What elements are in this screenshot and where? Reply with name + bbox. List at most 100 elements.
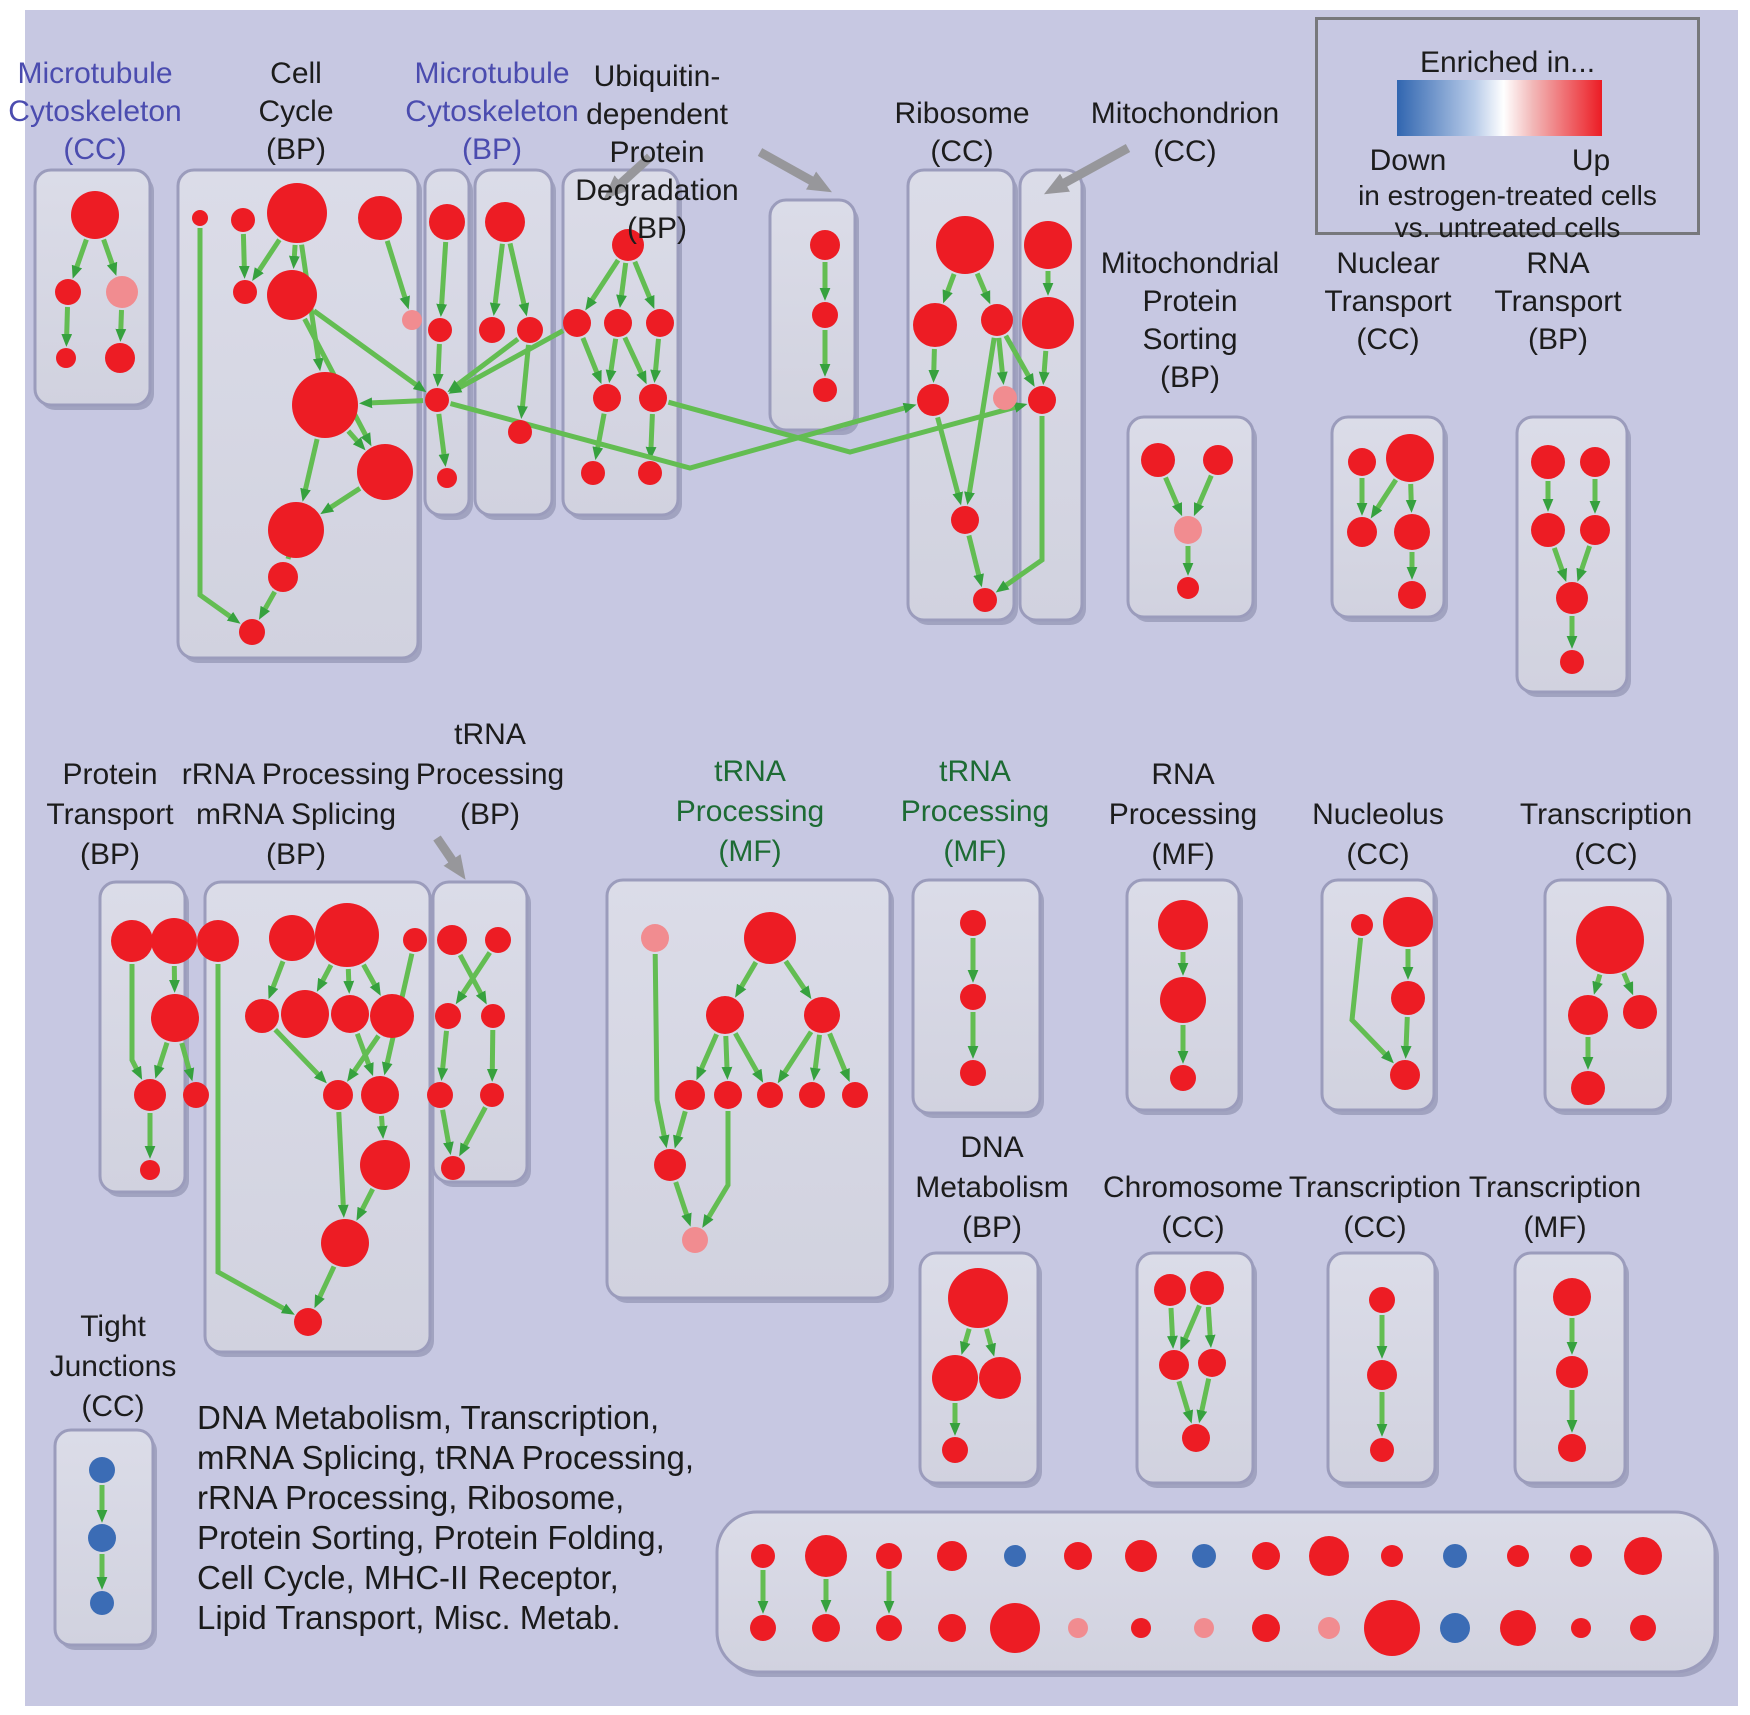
edges	[61, 228, 1634, 1614]
gene-set-node	[1440, 1613, 1470, 1643]
edge-arrow	[1405, 483, 1417, 513]
edge-arrow	[616, 262, 629, 309]
cluster-box-misc	[715, 1510, 1717, 1674]
edge-arrow	[645, 413, 657, 460]
gene-set-node	[1170, 1065, 1196, 1091]
gene-set-node	[654, 1149, 686, 1181]
gene-set-node	[1154, 1274, 1186, 1306]
edge-arrow	[995, 416, 1045, 593]
gene-set-node	[937, 1541, 967, 1571]
edge-arrow	[1163, 476, 1183, 517]
gene-set-node	[960, 910, 986, 936]
label-pointer-arrow	[1043, 144, 1131, 195]
gene-set-node	[71, 191, 119, 239]
gene-set-node	[140, 1160, 160, 1180]
gene-set-node	[804, 997, 840, 1033]
edge-arrow	[343, 968, 355, 994]
edge-arrow	[696, 1033, 719, 1081]
gene-set-node	[1556, 582, 1588, 614]
edge-arrow	[238, 233, 250, 279]
edge-arrow	[436, 241, 449, 317]
gene-set-node	[960, 984, 986, 1010]
merged-categories-note: DNA Metabolism, Transcription, mRNA Spli…	[197, 1398, 717, 1638]
edge-arrow	[312, 308, 427, 393]
gene-set-node	[1558, 1434, 1586, 1462]
edge-arrow	[252, 238, 282, 282]
gene-set-node	[1364, 1600, 1420, 1656]
gene-set-node	[281, 990, 329, 1038]
edge-arrow	[935, 416, 963, 506]
gene-set-node	[267, 183, 327, 243]
gene-set-node	[429, 204, 465, 240]
cluster-box-ubiquitin	[561, 168, 680, 517]
legend-up-label: Up	[1571, 144, 1611, 177]
gene-set-node	[239, 619, 265, 645]
gene-set-node	[1443, 1544, 1467, 1568]
gene-set-node	[268, 502, 324, 558]
gene-set-node	[1309, 1536, 1349, 1576]
edge-arrow	[359, 397, 424, 409]
note-line: DNA Metabolism, Transcription,	[197, 1399, 660, 1436]
gene-set-node	[948, 1268, 1008, 1328]
note-line: Protein Sorting, Protein Folding,	[197, 1519, 665, 1556]
gene-set-node	[428, 318, 452, 342]
gene-set-node	[358, 196, 402, 240]
edge-arrow	[650, 338, 661, 383]
edge-arrow	[517, 344, 531, 419]
gene-set-node	[812, 1614, 840, 1642]
gene-set-node	[813, 378, 837, 402]
gene-set-node	[751, 1544, 775, 1568]
gene-set-node	[1158, 900, 1208, 950]
gene-set-node	[1367, 1360, 1397, 1390]
gene-set-node	[1553, 1278, 1591, 1316]
edge-arrow	[964, 337, 997, 506]
edge-arrow	[1193, 474, 1214, 517]
gene-set-node	[604, 309, 632, 337]
edge-arrow	[101, 238, 118, 276]
legend-title: Enriched in...	[1419, 46, 1596, 79]
gene-set-node	[1571, 1071, 1605, 1105]
edge-arrow	[507, 242, 530, 317]
gene-set-node	[151, 994, 199, 1042]
gene-set-node	[1370, 1438, 1394, 1462]
gene-set-node	[1347, 517, 1377, 547]
gene-set-node	[1624, 1537, 1662, 1575]
gene-set-node	[641, 924, 669, 952]
edge-arrow	[459, 1106, 488, 1157]
gene-set-node	[357, 444, 413, 500]
edge-arrow	[580, 336, 602, 384]
edge-arrow	[585, 258, 621, 311]
gene-set-node	[638, 461, 662, 485]
gene-set-node	[1252, 1614, 1280, 1642]
nodes	[55, 183, 1662, 1656]
gene-set-node	[932, 1355, 978, 1401]
edge-arrow	[361, 963, 381, 996]
gene-set-node	[639, 384, 667, 412]
edge-arrow	[1003, 334, 1035, 387]
edge-arrow	[258, 590, 277, 620]
label-pointer-arrow	[757, 148, 832, 193]
edge-arrow	[457, 953, 487, 1005]
legend-down-label: Down	[1369, 144, 1447, 177]
gene-set-node	[1351, 914, 1373, 936]
gene-set-node	[360, 1140, 410, 1190]
edge-arrow	[346, 429, 366, 451]
edge-arrow	[440, 1109, 454, 1156]
gene-set-node	[268, 562, 298, 592]
edge-arrow	[273, 1027, 327, 1084]
edge-arrow	[1370, 478, 1398, 519]
gene-set-node	[56, 348, 76, 368]
edge-arrow	[667, 399, 1028, 455]
gene-set-node	[90, 1591, 114, 1615]
gene-set-node	[361, 1076, 399, 1114]
edge-arrow	[179, 1042, 195, 1082]
gene-set-node	[757, 1082, 783, 1108]
gene-set-node	[267, 270, 317, 320]
cluster-box-rna-transport	[1515, 415, 1629, 694]
gene-set-node	[1556, 1356, 1588, 1388]
edge-arrow	[288, 244, 300, 269]
gene-set-node	[1570, 1545, 1592, 1567]
edge-arrow	[960, 1328, 972, 1355]
note-line: rRNA Processing, Ribosome,	[197, 1479, 625, 1516]
